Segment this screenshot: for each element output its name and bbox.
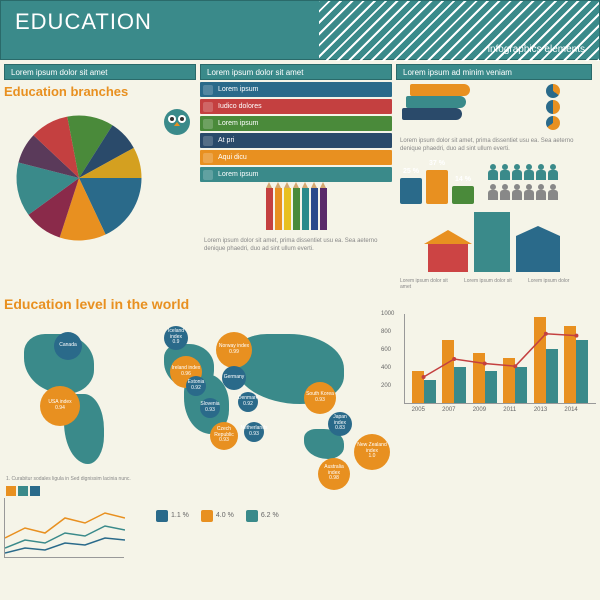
lorem-text-2: Lorem ipsum dolor sit amet, prima dissen… [396, 134, 592, 158]
pencils-graphic [200, 184, 392, 234]
tower-icon [474, 212, 510, 272]
device-bars: 25 %37 %14 % [398, 160, 476, 206]
people-graphic [484, 160, 562, 206]
pie-title: Education branches [4, 80, 196, 103]
panel-header-3: Lorem ipsum ad minim veniam [396, 64, 592, 80]
minichart-legend [4, 484, 144, 498]
panel-header-2: Lorem ipsum dolor sit amet [200, 64, 392, 80]
map-legend: 1.1 %4.0 %6.2 % [152, 474, 283, 558]
page-title: EDUCATION [1, 1, 599, 35]
header-subtitle: infographics elements [488, 44, 585, 55]
map-footnote: 1. Curabitur sodales ligula in Sed digni… [4, 474, 144, 484]
building-caption-2: Lorem ipsum dolor sit [464, 278, 524, 290]
buildings-graphic [396, 208, 592, 278]
mini-line-chart [4, 498, 124, 558]
world-map: CanadaUSA index0.94Iceland index0.9Irela… [4, 314, 392, 474]
building-caption-3: Lorem ipsum dolor [528, 278, 588, 290]
lorem-text-1: Lorem ipsum dolor sit amet, prima dissen… [200, 234, 392, 258]
donut-charts [542, 80, 592, 134]
pie-chart [4, 103, 196, 253]
category-list: Lorem ipsumIudico doloresLorem ipsumAt p… [200, 82, 392, 182]
books-graphic [396, 80, 542, 130]
building-caption-1: Lorem ipsum dolor sit amet [400, 278, 460, 290]
map-title: Education level in the world [4, 294, 392, 314]
panel-header-1: Lorem ipsum dolor sit amet [4, 64, 196, 80]
bar-line-chart: 2004006008001000200520072009201120132014 [404, 314, 596, 404]
header: EDUCATION infographics elements [0, 0, 600, 60]
owl-icon [162, 107, 192, 137]
house-icon [428, 244, 468, 272]
govt-building-icon [516, 236, 560, 272]
